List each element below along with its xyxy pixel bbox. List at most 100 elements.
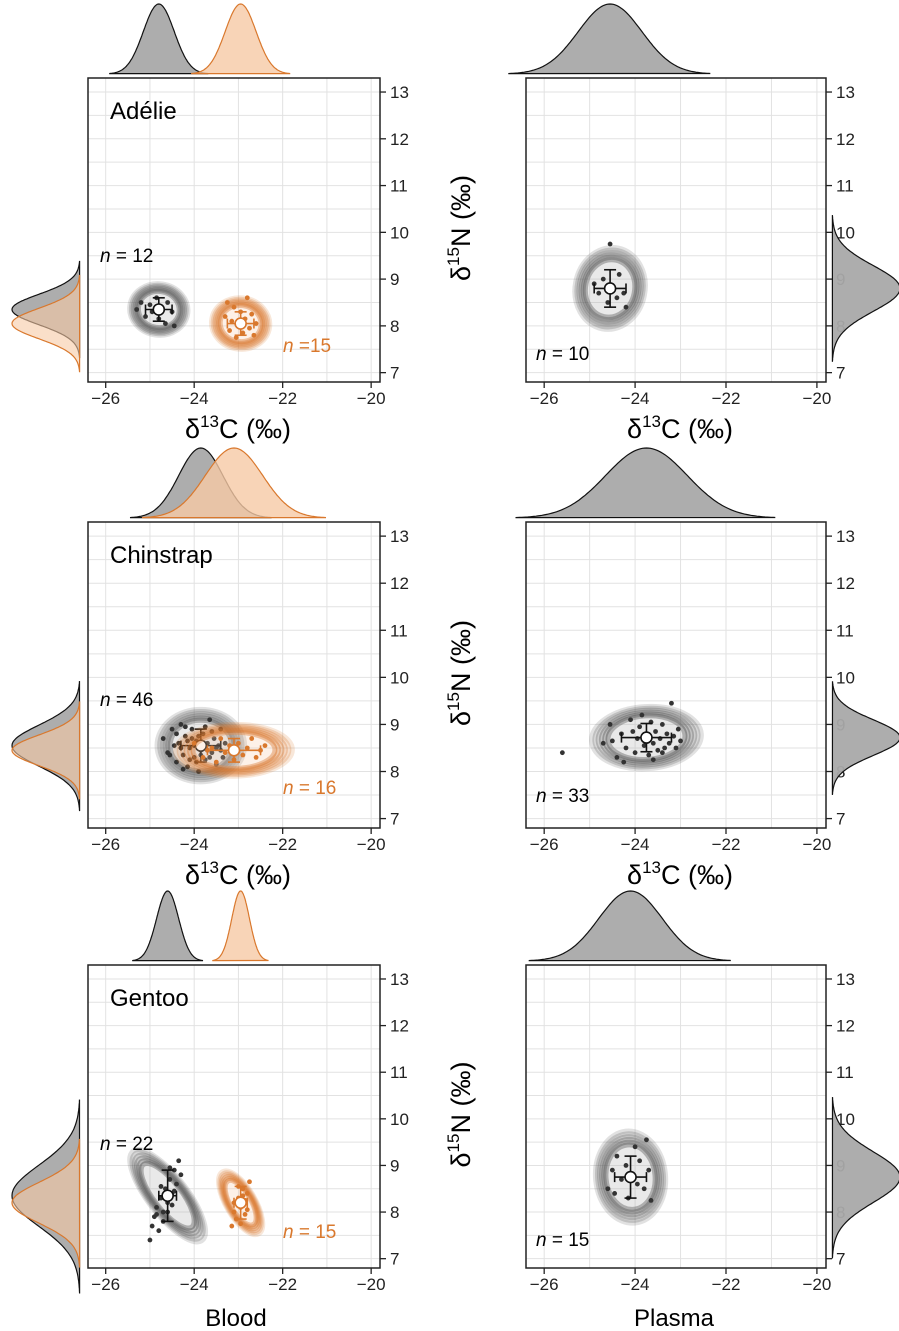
series-orange: n = 16 — [175, 724, 336, 799]
y-tick-label: 13 — [836, 970, 855, 989]
data-point — [649, 1198, 654, 1203]
x-axis-label: δ13C (‰) — [185, 412, 291, 444]
y-tick-label: 7 — [390, 364, 399, 383]
n-label: n = 10 — [536, 344, 589, 365]
x-tick-label: −24 — [180, 1275, 209, 1294]
density-top — [109, 4, 208, 74]
data-point — [635, 1182, 640, 1187]
data-point — [651, 741, 656, 746]
data-point — [615, 1154, 620, 1159]
data-point — [615, 755, 620, 760]
species-title: Gentoo — [110, 985, 189, 1012]
data-point — [154, 1205, 159, 1210]
y-axis-label: δ15N (‰) — [444, 1062, 476, 1168]
x-tick-label: −24 — [621, 389, 650, 408]
density-top — [132, 891, 203, 961]
data-point — [615, 295, 620, 300]
data-point — [148, 1238, 153, 1243]
n-label: n = 22 — [100, 1134, 153, 1155]
plot-frame — [526, 522, 826, 828]
data-point — [660, 750, 665, 755]
density-top — [508, 4, 710, 74]
y-tick-label: 9 — [390, 1156, 399, 1175]
x-axis-label: δ13C (‰) — [627, 412, 733, 444]
data-point — [637, 724, 642, 729]
y-tick-label: 8 — [390, 1203, 399, 1222]
density-top — [516, 448, 776, 518]
x-tick-label: −24 — [180, 835, 209, 854]
series-gray: n = 12 — [100, 246, 191, 339]
y-tick-label: 13 — [836, 527, 855, 546]
data-point — [183, 724, 188, 729]
y-tick-label: 12 — [836, 1017, 855, 1036]
x-tick-label: −26 — [530, 835, 559, 854]
x-tick-label: −20 — [357, 389, 386, 408]
x-tick-label: −22 — [268, 1275, 297, 1294]
data-point — [662, 746, 667, 751]
y-tick-label: 10 — [390, 223, 409, 242]
x-tick-label: −24 — [621, 1275, 650, 1294]
data-point — [148, 302, 153, 307]
data-point — [676, 727, 681, 732]
data-point — [601, 277, 606, 282]
y-tick-label: 7 — [836, 810, 845, 829]
data-point — [245, 1207, 250, 1212]
y-tick-label: 7 — [836, 1250, 845, 1269]
mean-marker — [605, 283, 616, 294]
y-tick-label: 7 — [836, 364, 845, 383]
data-point — [159, 1184, 164, 1189]
data-point — [646, 753, 651, 758]
data-point — [601, 741, 606, 746]
data-point — [674, 746, 679, 751]
data-point — [665, 731, 670, 736]
data-point — [596, 291, 601, 296]
data-point — [608, 722, 613, 727]
y-axis-label: δ15N (‰) — [444, 175, 476, 281]
y-tick-label: 13 — [390, 83, 409, 102]
data-point — [640, 713, 645, 718]
data-point — [174, 731, 179, 736]
mean-marker — [235, 1197, 246, 1208]
n-label: n = 15 — [536, 1230, 589, 1251]
n-label: n = 12 — [100, 246, 153, 267]
data-point — [628, 717, 633, 722]
marginal-densities — [12, 891, 269, 1294]
data-point — [651, 757, 656, 762]
data-point — [192, 741, 197, 746]
x-tick-label: −24 — [621, 835, 650, 854]
data-point — [254, 755, 259, 760]
series-gray: n = 33 — [536, 701, 703, 807]
y-tick-label: 11 — [836, 177, 854, 196]
mean-marker — [229, 745, 240, 756]
y-tick-label: 11 — [836, 621, 854, 640]
mean-marker — [235, 318, 246, 329]
n-label: n =15 — [283, 336, 331, 357]
density-top — [212, 891, 268, 961]
y-tick-label: 13 — [836, 83, 855, 102]
data-point — [134, 307, 139, 312]
y-axis-label: δ15N (‰) — [444, 620, 476, 726]
plot-frame — [526, 78, 826, 382]
density-top — [191, 4, 290, 74]
y-tick-label: 12 — [390, 130, 409, 149]
data-point — [247, 1179, 252, 1184]
data-point — [642, 1186, 647, 1191]
data-point — [605, 1186, 610, 1191]
y-tick-label: 9 — [390, 715, 399, 734]
x-tick-label: −26 — [91, 1275, 120, 1294]
data-point — [245, 1191, 250, 1196]
y-tick-label: 13 — [390, 970, 409, 989]
y-tick-label: 10 — [836, 668, 855, 687]
x-tick-label: −26 — [91, 389, 120, 408]
data-point — [150, 1224, 155, 1229]
panel-5: −26−24−22−2078910111213n = 15δ15N (‰) — [444, 891, 899, 1294]
data-point — [225, 300, 230, 305]
n-label: n = 16 — [283, 778, 336, 799]
data-point — [249, 736, 254, 741]
data-point — [243, 1212, 248, 1217]
mean-marker — [625, 1172, 636, 1183]
data-point — [156, 1228, 161, 1233]
data-point — [238, 1221, 243, 1226]
data-point — [621, 760, 626, 765]
